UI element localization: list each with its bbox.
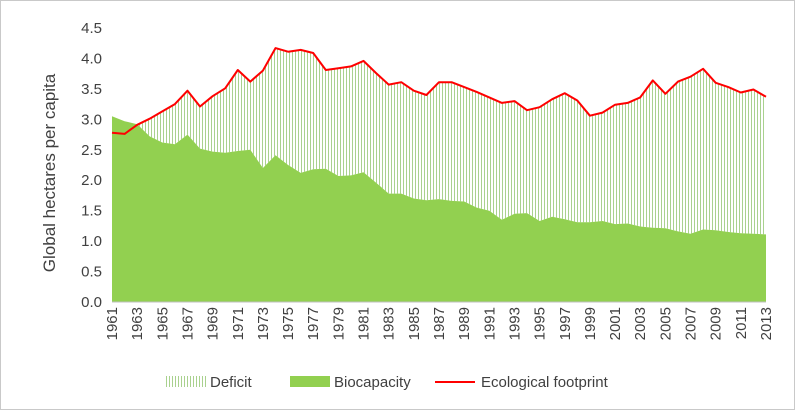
x-tick-label: 2007 [683,307,700,340]
x-tick-label: 1973 [255,307,272,340]
deficit-area [112,48,766,235]
y-tick-label: 1.0 [81,233,102,250]
y-tick-label: 4.5 [81,20,102,37]
legend-label-biocapacity: Biocapacity [334,374,411,391]
legend-item-deficit: Deficit [166,374,253,391]
y-tick-label: 3.0 [81,111,102,128]
y-tick-label: 2.5 [81,142,102,159]
x-tick-label: 1983 [381,307,398,340]
legend-swatch-deficit [166,376,206,387]
legend-label-deficit: Deficit [210,374,253,391]
x-tick-label: 1975 [280,307,297,340]
y-axis-title: Global hectares per capita [40,73,59,272]
biocapacity-area-group [112,116,766,302]
x-tick-label: 1993 [507,307,524,340]
x-tick-label: 2001 [607,307,624,340]
x-tick-label: 2005 [657,307,674,340]
y-tick-labels: 0.0 0.5 1.0 1.5 2.0 2.5 3.0 3.5 4.0 4.5 [81,20,102,311]
legend-item-biocapacity: Biocapacity [290,374,411,391]
x-tick-label: 1987 [431,307,448,340]
x-tick-label: 2013 [758,307,775,340]
footprint-line-group [111,47,767,135]
x-tick-label: 2011 [733,307,750,339]
x-tick-label: 2003 [632,307,649,340]
x-tick-label: 1981 [356,307,373,340]
x-tick-label: 1995 [532,307,549,340]
x-tick-label: 1985 [406,307,423,340]
legend-label-ecological-footprint: Ecological footprint [481,374,609,391]
legend-item-ecological-footprint: Ecological footprint [435,374,609,391]
x-tick-label: 1961 [104,307,121,340]
y-tick-label: 0.5 [81,264,102,281]
x-tick-label: 1979 [330,307,347,340]
x-tick-label: 1967 [180,307,197,340]
x-tick-label: 1969 [205,307,222,340]
y-tick-label: 2.0 [81,172,102,189]
y-tick-label: 4.0 [81,50,102,67]
ecological-footprint-line [111,47,767,135]
biocapacity-area [112,116,766,302]
x-tick-label: 1989 [456,307,473,340]
x-tick-label: 1977 [305,307,322,340]
deficit-area-group [112,48,766,235]
x-tick-label: 1991 [481,307,498,340]
x-tick-label: 1965 [154,307,171,340]
x-tick-label: 2009 [708,307,725,340]
chart-frame: 0.0 0.5 1.0 1.5 2.0 2.5 3.0 3.5 4.0 4.5 1961 1963 1… [0,0,795,410]
x-tick-label: 1971 [230,307,247,340]
x-tick-labels: 1961 1963 1965 1967 1969 1971 1973 1975 1977 1979… [104,307,775,340]
legend-swatch-biocapacity [290,376,330,387]
x-tick-label: 1997 [557,307,574,340]
y-tick-label: 1.5 [81,203,102,220]
legend: Deficit Biocapacity Ecological footprint [166,374,609,391]
y-tick-label: 3.5 [81,81,102,98]
x-tick-label: 1963 [129,307,146,340]
x-tick-label: 1999 [582,307,599,340]
y-tick-label: 0.0 [81,294,102,311]
